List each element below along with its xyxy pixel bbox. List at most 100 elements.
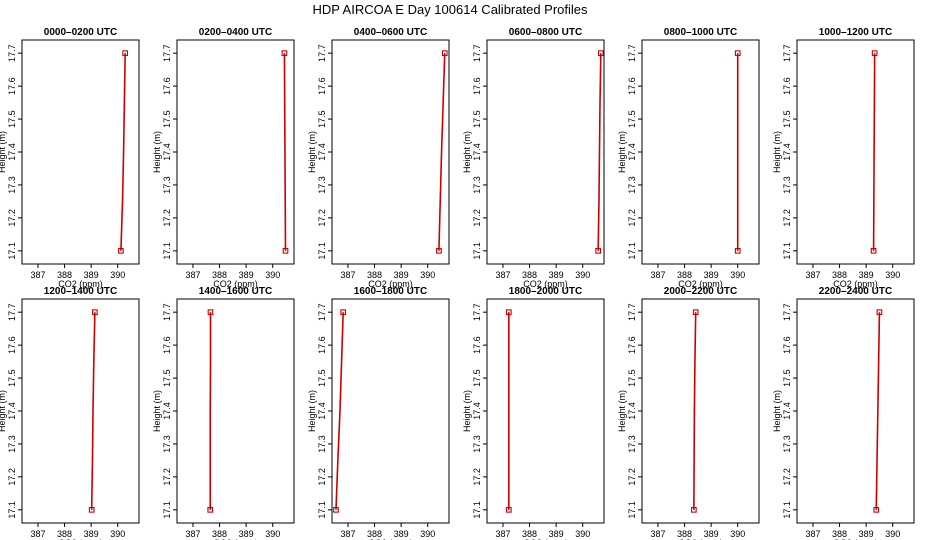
plot-frame bbox=[331, 298, 450, 524]
x-axis-label: CO2 (ppm) bbox=[523, 538, 568, 540]
profile-line bbox=[693, 312, 697, 510]
x-tick-label: 390 bbox=[420, 529, 435, 539]
y-tick-label: 17.3 bbox=[162, 176, 172, 194]
x-tick-label: 390 bbox=[575, 529, 590, 539]
profile-line bbox=[335, 312, 344, 510]
x-tick-label: 388 bbox=[367, 270, 382, 280]
y-tick-label: 17.5 bbox=[162, 110, 172, 128]
y-tick-label: 17.6 bbox=[162, 77, 172, 95]
x-axis-label: CO2 (ppm) bbox=[833, 538, 878, 540]
y-tick-label: 17.5 bbox=[317, 110, 327, 128]
panel-title: 1000–1200 UTC bbox=[819, 27, 892, 38]
x-tick-label: 388 bbox=[677, 270, 692, 280]
x-tick-label: 387 bbox=[650, 529, 665, 539]
panel-title: 0200–0400 UTC bbox=[199, 27, 272, 38]
plot-frame bbox=[176, 39, 295, 265]
profile-panel: 1800–2000 UTC 387 388 389 390 17.1 17.2 17.3 17.… bbox=[462, 286, 605, 540]
x-tick-label: 388 bbox=[367, 529, 382, 539]
profile-endpoint-marker bbox=[597, 50, 604, 57]
y-tick-label: 17.1 bbox=[162, 242, 172, 260]
profile-endpoint-marker bbox=[92, 309, 98, 316]
y-tick-label: 17.4 bbox=[317, 402, 327, 420]
x-tick-label: 388 bbox=[832, 529, 847, 539]
profile-endpoint-marker bbox=[876, 309, 883, 316]
y-tick-label: 17.6 bbox=[317, 336, 327, 354]
profile-panel: 1600–1800 UTC 387 388 389 390 17.1 17.2 17.3 17.… bbox=[307, 286, 450, 540]
x-tick-label: 387 bbox=[185, 529, 200, 539]
y-tick-label: 17.7 bbox=[627, 303, 637, 321]
y-tick-label: 17.2 bbox=[627, 209, 637, 227]
profile-endpoint-marker bbox=[122, 50, 129, 57]
y-tick-label: 17.5 bbox=[782, 110, 792, 128]
profile-endpoint-marker bbox=[505, 309, 512, 316]
profile-panel: 2200–2400 UTC 387 388 389 390 17.1 17.2 17.3 17.… bbox=[772, 286, 915, 540]
x-tick-label: 388 bbox=[522, 270, 537, 280]
x-tick-label: 390 bbox=[730, 270, 745, 280]
y-tick-label: 17.2 bbox=[7, 209, 17, 227]
y-tick-label: 17.2 bbox=[7, 468, 17, 486]
y-tick-label: 17.1 bbox=[317, 501, 327, 519]
profile-endpoint-marker bbox=[281, 50, 288, 57]
y-tick-label: 17.4 bbox=[472, 143, 482, 161]
profile-line bbox=[283, 53, 287, 251]
x-tick-label: 387 bbox=[340, 270, 355, 280]
x-tick-label: 390 bbox=[885, 270, 900, 280]
y-tick-label: 17.6 bbox=[782, 77, 792, 95]
y-tick-label: 17.2 bbox=[472, 468, 482, 486]
y-axis-label: Height (m) bbox=[152, 390, 162, 432]
x-tick-label: 389 bbox=[84, 270, 99, 280]
y-tick-label: 17.4 bbox=[162, 143, 172, 161]
x-axis-label: CO2 (ppm) bbox=[368, 279, 413, 289]
x-axis-label: CO2 (ppm) bbox=[213, 538, 258, 540]
y-tick-label: 17.1 bbox=[627, 501, 637, 519]
y-tick-label: 17.6 bbox=[7, 77, 17, 95]
y-tick-label: 17.5 bbox=[627, 110, 637, 128]
y-axis-label: Height (m) bbox=[307, 390, 317, 432]
profile-endpoint-marker bbox=[595, 247, 601, 254]
x-tick-label: 389 bbox=[84, 529, 99, 539]
x-tick-label: 387 bbox=[30, 270, 45, 280]
x-tick-label: 390 bbox=[265, 529, 280, 539]
y-axis-label: Height (m) bbox=[307, 131, 317, 173]
y-tick-label: 17.5 bbox=[7, 369, 17, 387]
y-tick-label: 17.3 bbox=[317, 435, 327, 453]
profile-panel: 1000–1200 UTC 387 388 389 390 17.1 17.2 17.3 17.… bbox=[772, 27, 915, 289]
y-tick-label: 17.7 bbox=[782, 303, 792, 321]
y-tick-label: 17.4 bbox=[627, 143, 637, 161]
profile-line bbox=[875, 312, 881, 510]
profile-panel: 0200–0400 UTC 387 388 389 390 17.1 17.2 17.3 17.… bbox=[152, 27, 295, 289]
x-tick-label: 388 bbox=[522, 529, 537, 539]
x-tick-label: 387 bbox=[30, 529, 45, 539]
y-tick-label: 17.7 bbox=[627, 44, 637, 62]
plot-frame bbox=[641, 39, 760, 265]
profile-endpoint-marker bbox=[505, 506, 512, 513]
profile-endpoint-marker bbox=[873, 506, 880, 513]
x-tick-label: 389 bbox=[239, 529, 254, 539]
x-axis-label: CO2 (ppm) bbox=[678, 538, 723, 540]
y-tick-label: 17.6 bbox=[472, 77, 482, 95]
x-tick-label: 389 bbox=[394, 270, 409, 280]
profile-line bbox=[120, 53, 126, 251]
x-tick-label: 389 bbox=[394, 529, 409, 539]
x-tick-label: 388 bbox=[57, 270, 72, 280]
x-tick-label: 390 bbox=[110, 529, 125, 539]
x-tick-label: 387 bbox=[805, 529, 820, 539]
y-tick-label: 17.5 bbox=[7, 110, 17, 128]
y-tick-label: 17.3 bbox=[782, 176, 792, 194]
y-tick-label: 17.5 bbox=[472, 369, 482, 387]
y-tick-label: 17.3 bbox=[472, 435, 482, 453]
plot-frame bbox=[486, 298, 605, 524]
x-tick-label: 389 bbox=[704, 529, 719, 539]
y-tick-label: 17.1 bbox=[472, 242, 482, 260]
panel-title: 0800–1000 UTC bbox=[664, 27, 737, 38]
y-tick-label: 17.1 bbox=[782, 501, 792, 519]
y-tick-label: 17.3 bbox=[627, 435, 637, 453]
y-tick-label: 17.7 bbox=[162, 303, 172, 321]
y-tick-label: 17.4 bbox=[627, 402, 637, 420]
panel-title: 0000–0200 UTC bbox=[44, 27, 117, 38]
y-tick-label: 17.7 bbox=[782, 44, 792, 62]
y-tick-label: 17.5 bbox=[782, 369, 792, 387]
x-tick-label: 389 bbox=[859, 529, 874, 539]
y-axis-label: Height (m) bbox=[0, 390, 7, 432]
